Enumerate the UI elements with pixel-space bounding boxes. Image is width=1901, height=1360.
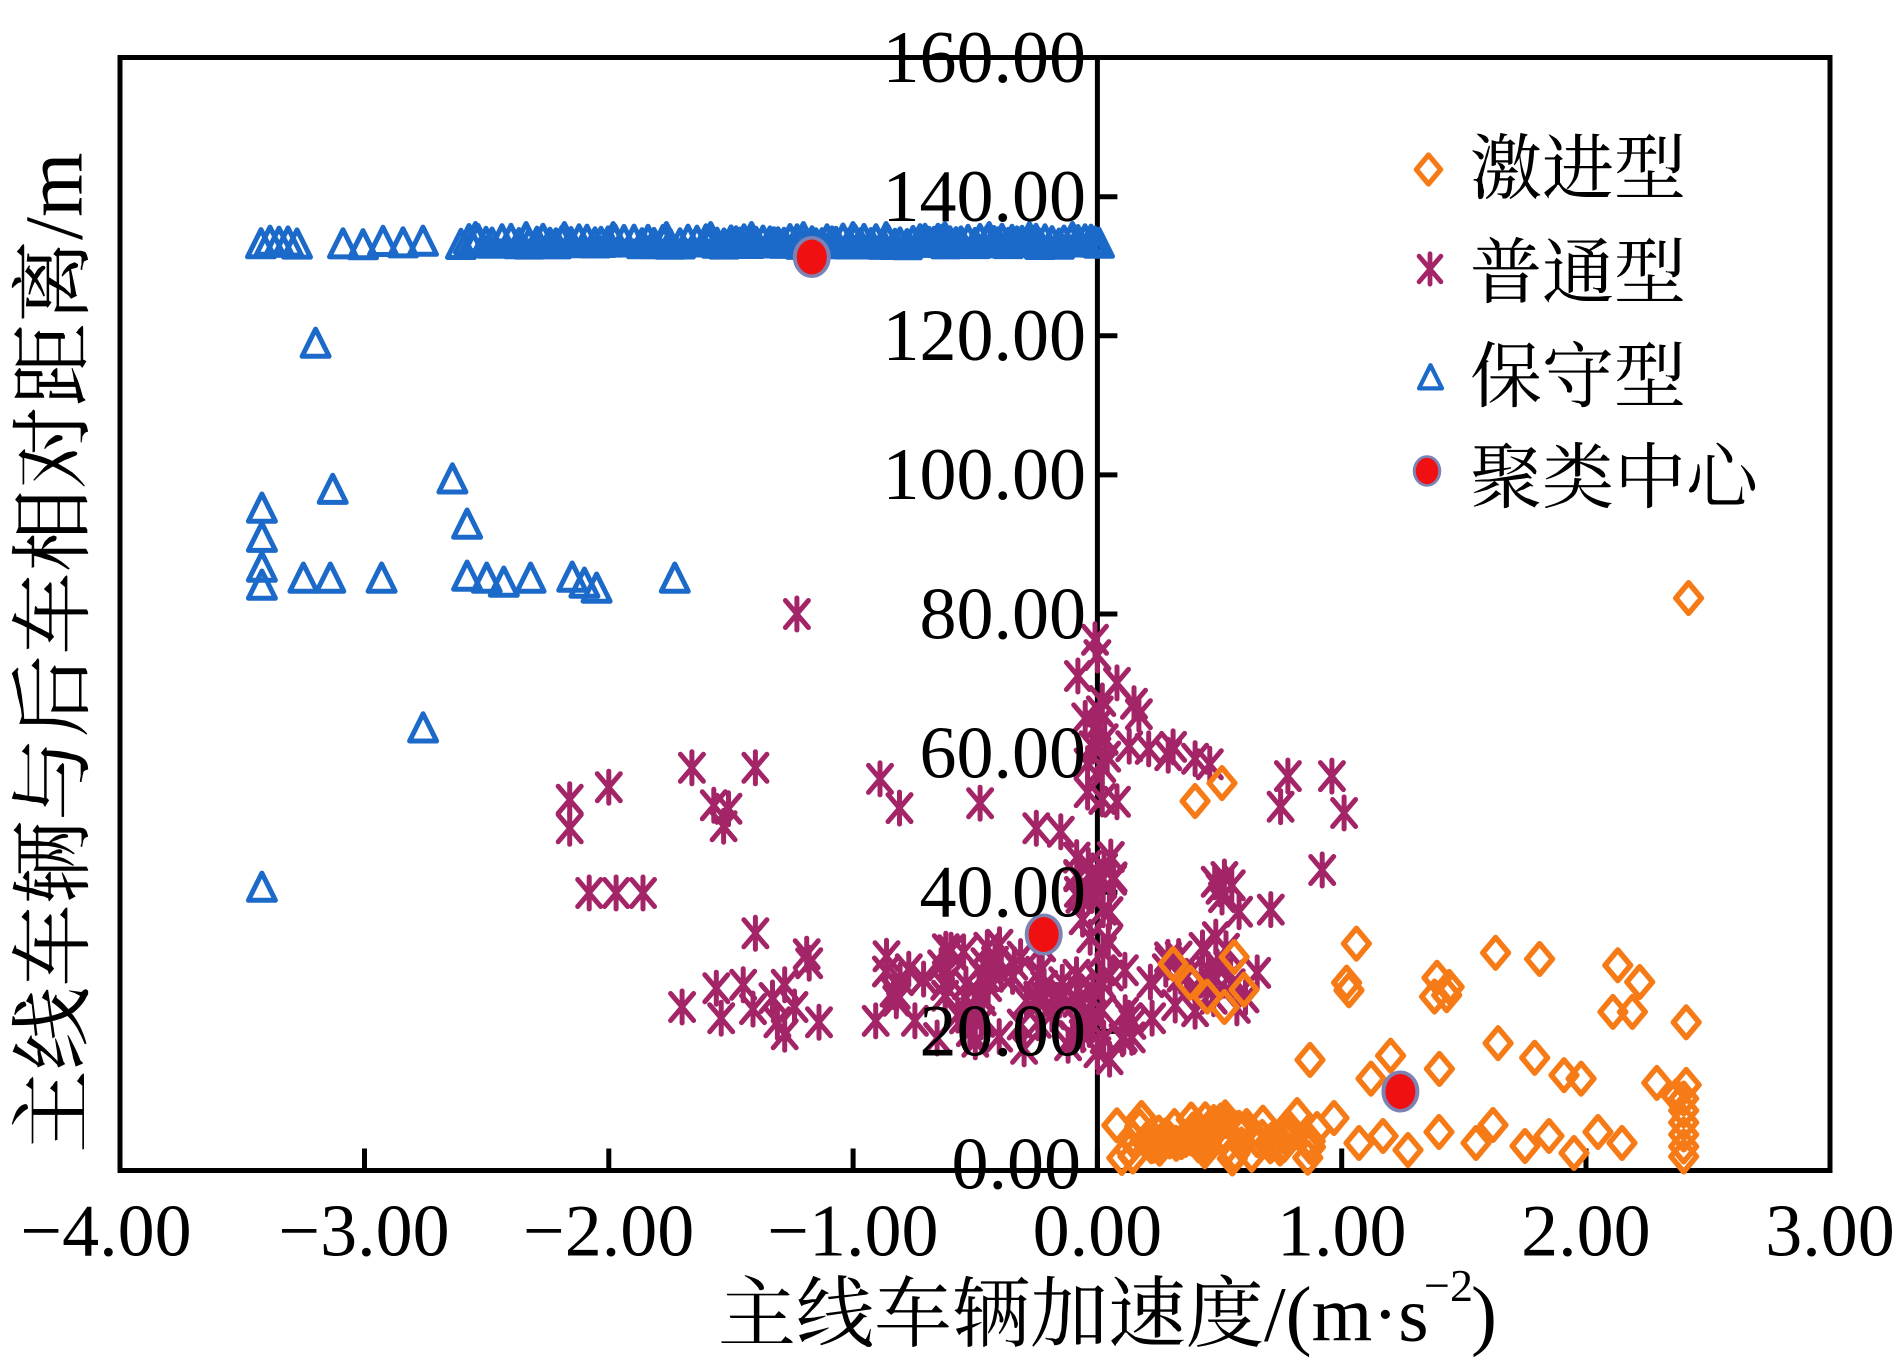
svg-text:0.00: 0.00 xyxy=(1033,1190,1163,1272)
svg-text:3.00: 3.00 xyxy=(1765,1190,1895,1272)
svg-text:60.00: 60.00 xyxy=(920,713,1087,795)
svg-text:160.00: 160.00 xyxy=(883,17,1087,99)
svg-text:20.00: 20.00 xyxy=(920,991,1087,1073)
svg-text:−1.00: −1.00 xyxy=(767,1190,938,1272)
svg-text:1.00: 1.00 xyxy=(1277,1190,1407,1272)
svg-text:140.00: 140.00 xyxy=(883,156,1087,238)
svg-text:−2: −2 xyxy=(1424,1260,1473,1311)
svg-text:−2.00: −2.00 xyxy=(523,1190,694,1272)
svg-text:/(m·s: /(m·s xyxy=(1264,1271,1429,1358)
svg-text:/m: /m xyxy=(8,152,100,240)
svg-text:−3.00: −3.00 xyxy=(278,1190,449,1272)
svg-text:120.00: 120.00 xyxy=(883,295,1087,377)
svg-text:80.00: 80.00 xyxy=(920,573,1087,655)
svg-text:−4.00: −4.00 xyxy=(20,1190,191,1272)
svg-text:0.00: 0.00 xyxy=(952,1123,1082,1205)
svg-text:100.00: 100.00 xyxy=(883,434,1087,516)
svg-text:40.00: 40.00 xyxy=(920,852,1087,934)
svg-text:): ) xyxy=(1471,1271,1497,1358)
svg-text:2.00: 2.00 xyxy=(1521,1190,1651,1272)
